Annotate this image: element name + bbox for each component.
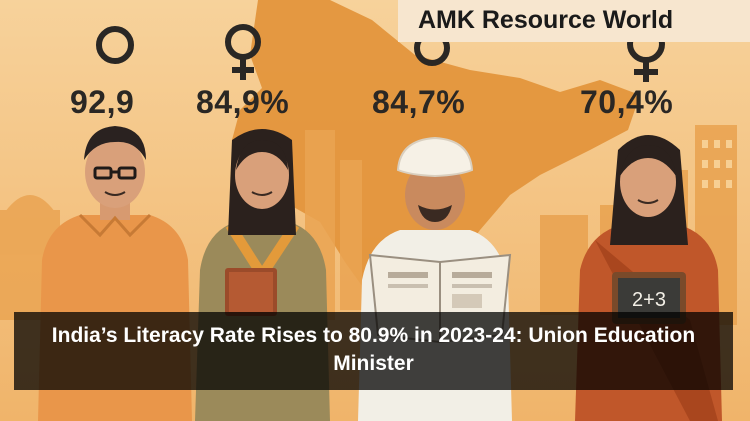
female-icon xyxy=(225,24,261,80)
headline-banner xyxy=(14,312,733,390)
brand-badge xyxy=(398,0,750,42)
headline-text: India’s Literacy Rate Rises to 80.9% in … xyxy=(51,324,696,375)
brand-name: AMK Resource World xyxy=(418,6,674,34)
slate-text: 2+3 xyxy=(632,289,666,311)
stat-value-2: 84,9% xyxy=(196,84,290,120)
stat-value-3: 84,7% xyxy=(372,84,466,120)
male-icon xyxy=(96,26,134,64)
stat-value-4: 70,4% xyxy=(580,84,674,120)
stat-value-1: 92,9 xyxy=(70,84,135,120)
